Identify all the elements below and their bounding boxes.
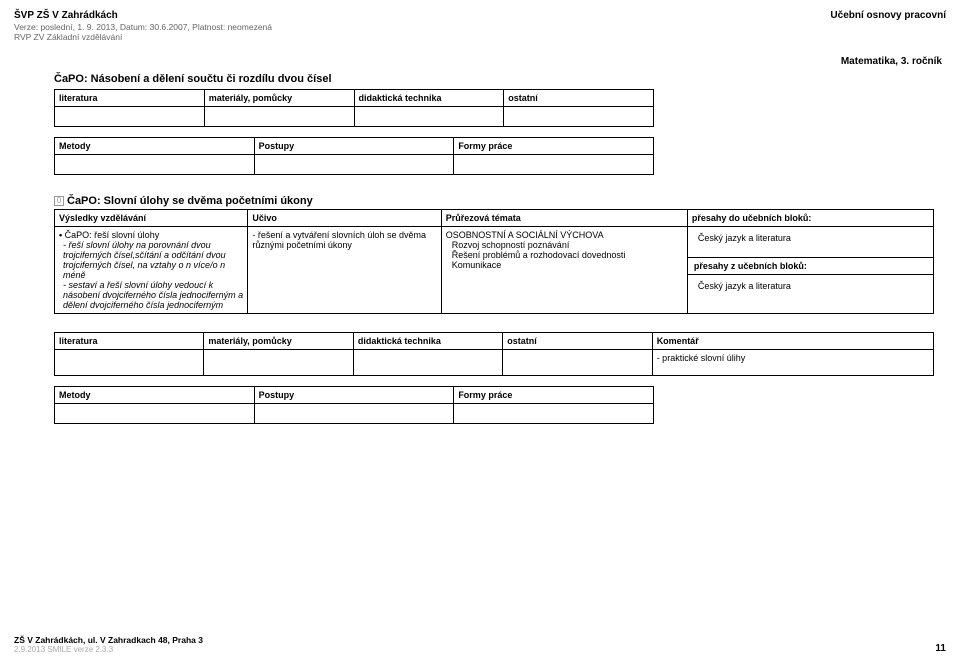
section1-mpf-table: Metody Postupy Formy práce [54, 137, 654, 175]
s2-c3: didaktická technika [353, 333, 502, 350]
cell [55, 107, 205, 127]
section2-resources-table: literatura materiály, pomůcky didaktická… [54, 332, 934, 376]
school-title: ŠVP ZŠ V Zahrádkách [14, 10, 272, 21]
section1-title: ČaPO: Násobení a dělení součtu či rozdíl… [54, 73, 946, 85]
pres-from-val: Český jazyk a literatura [698, 281, 927, 291]
mg-col2: - řešení a vytváření slovních úloh se dv… [248, 227, 441, 314]
s2-p: Postupy [254, 387, 454, 404]
cell [454, 404, 654, 424]
s2-c4: ostatní [503, 333, 652, 350]
col-ostatni: ostatní [504, 90, 654, 107]
footer-gen: 2.9.2013 SMILE verze 2.3.3 [14, 645, 946, 654]
footer-addr: ZŠ V Zahrádkách, ul. V Zahradkach 48, Pr… [14, 635, 946, 645]
s2-m: Metody [55, 387, 255, 404]
col-postupy: Postupy [254, 138, 454, 155]
mg-col1: ČaPO: řeší slovní úlohy - řeší slovní úl… [55, 227, 248, 314]
rvp-line: RVP ZV Základní vzdělávání [14, 32, 272, 42]
section2-main-table: Výsledky vzdělávání Učivo Průřezová téma… [54, 209, 934, 314]
col3-l1: Rozvoj schopností poznávání [446, 240, 683, 250]
mg-h1: Výsledky vzdělávání [55, 210, 248, 227]
pres-from-hdr: přesahy z učebních bloků: [694, 261, 927, 271]
section2-mpf-table: Metody Postupy Formy práce [54, 386, 654, 424]
mg-h3: Průřezová témata [441, 210, 687, 227]
mg-col3: OSOBNOSTNÍ A SOCIÁLNÍ VÝCHOVA Rozvoj sch… [441, 227, 687, 314]
cell [504, 107, 654, 127]
cell [204, 107, 354, 127]
col1-text: - řeší slovní úlohy na porovnání dvou tr… [59, 240, 243, 310]
cell [204, 350, 353, 376]
col-literatura: literatura [55, 90, 205, 107]
cell [254, 155, 454, 175]
s2-c1: literatura [55, 333, 204, 350]
col-metody: Metody [55, 138, 255, 155]
cell [55, 350, 204, 376]
col-formy: Formy práce [454, 138, 654, 155]
s2-c5: Komentář [652, 333, 933, 350]
pres-to-val: Český jazyk a literatura [698, 233, 927, 243]
s2-c2: materiály, pomůcky [204, 333, 353, 350]
section1: ČaPO: Násobení a dělení součtu či rozdíl… [54, 73, 946, 175]
mg-h4: přesahy do učebních bloků: [687, 210, 933, 227]
col2-text: - řešení a vytváření slovních úloh se dv… [252, 230, 436, 250]
komentar-cell: - praktické slovní úlihy [652, 350, 933, 376]
version-line: Verze: poslední, 1. 9. 2013, Datum: 30.6… [14, 22, 272, 32]
cell [254, 404, 454, 424]
right-title: Učební osnovy pracovní [830, 10, 946, 21]
header-right: Učební osnovy pracovní [830, 10, 946, 22]
col3-l3: Komunikace [446, 260, 683, 270]
mg-col4: Český jazyk a literatura přesahy z učebn… [687, 227, 933, 314]
cell [353, 350, 502, 376]
col3-l2: Řešení problémů a rozhodovací dovednosti [446, 250, 683, 260]
cell [55, 404, 255, 424]
page-number: 11 [935, 643, 946, 654]
footer: ZŠ V Zahrádkách, ul. V Zahradkach 48, Pr… [14, 635, 946, 654]
subject-line: Matematika, 3. ročník [14, 56, 942, 67]
col-pomucky: materiály, pomůcky [204, 90, 354, 107]
cell [354, 107, 504, 127]
col3-title: OSOBNOSTNÍ A SOCIÁLNÍ VÝCHOVA [446, 230, 683, 240]
col-technika: didaktická technika [354, 90, 504, 107]
cell [503, 350, 652, 376]
section2-header: 0 ČaPO: Slovní úlohy se dvěma početními … [54, 195, 946, 207]
cell [55, 155, 255, 175]
collapse-icon: 0 [54, 196, 64, 206]
section2-title: ČaPO: Slovní úlohy se dvěma početními úk… [67, 195, 313, 207]
s2-f: Formy práce [454, 387, 654, 404]
mg-h2: Učivo [248, 210, 441, 227]
cell [454, 155, 654, 175]
section1-resources-table: literatura materiály, pomůcky didaktická… [54, 89, 654, 127]
col1-title: ČaPO: řeší slovní úlohy [59, 230, 159, 240]
header-left: ŠVP ZŠ V Zahrádkách Verze: poslední, 1. … [14, 10, 272, 42]
